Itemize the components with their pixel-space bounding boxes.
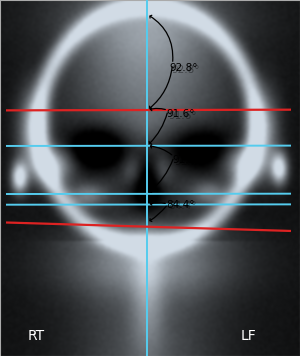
Text: 92.8°: 92.8° bbox=[171, 65, 200, 75]
Text: 91.2°: 91.2° bbox=[174, 157, 203, 167]
Text: RT: RT bbox=[27, 329, 45, 344]
Text: 92.8°: 92.8° bbox=[169, 63, 198, 73]
Text: 84.4°: 84.4° bbox=[167, 200, 195, 210]
Text: LF: LF bbox=[241, 329, 257, 344]
Text: 91.2°: 91.2° bbox=[172, 155, 201, 165]
Text: 91.6°: 91.6° bbox=[167, 109, 195, 119]
Text: 84.4°: 84.4° bbox=[168, 201, 197, 211]
Text: 91.6°: 91.6° bbox=[168, 111, 197, 121]
